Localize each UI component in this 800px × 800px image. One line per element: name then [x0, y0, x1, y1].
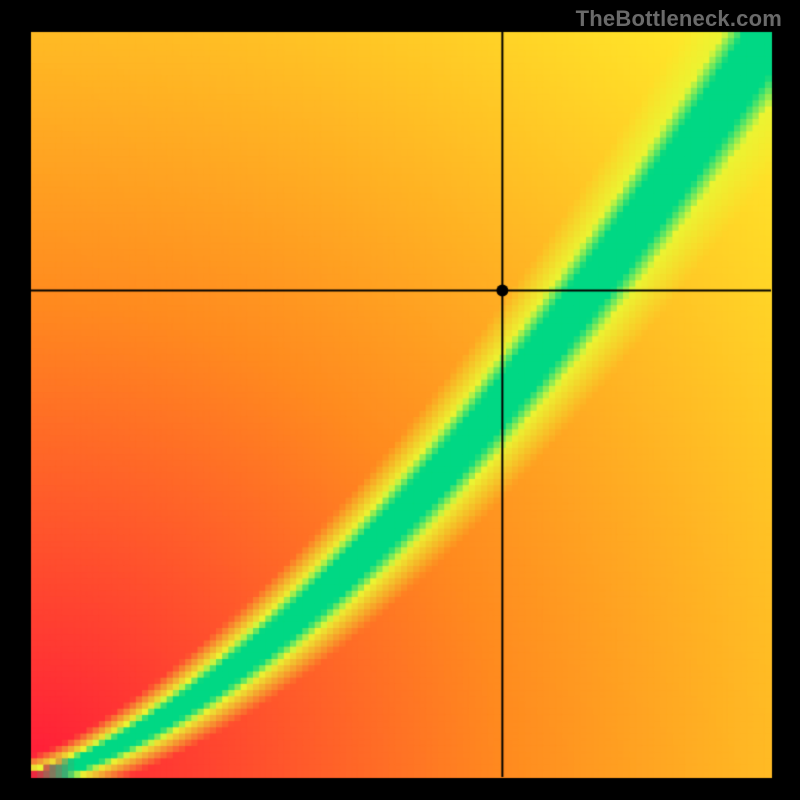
bottleneck-heatmap: [0, 0, 800, 800]
watermark-text: TheBottleneck.com: [576, 6, 782, 32]
